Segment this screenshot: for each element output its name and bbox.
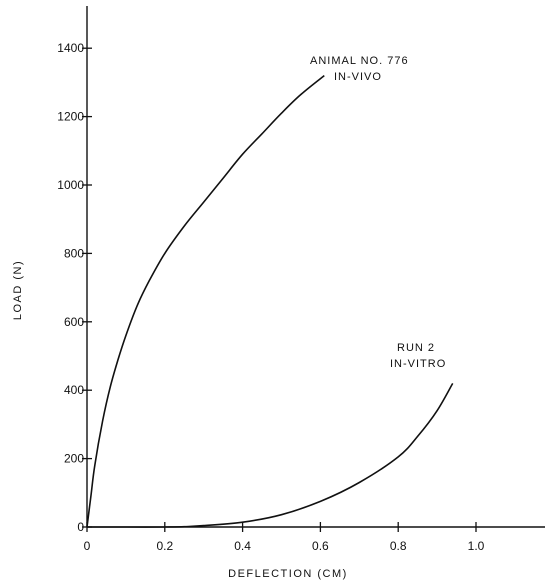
y-tick-label: 0: [77, 520, 84, 534]
x-axis-ticks: 00.20.40.60.81.01.2: [84, 522, 485, 553]
series-annotations: ANIMAL NO. 776 IN-VIVO RUN 2 IN-VITRO: [310, 55, 446, 370]
annotation-in-vitro: RUN 2: [397, 342, 435, 354]
x-tick-label: 0: [84, 539, 91, 553]
annotation-in-vitro: IN-VITRO: [390, 358, 446, 370]
x-tick-label: 0.8: [390, 539, 407, 553]
x-axis-label: DEFLECTION (CM): [228, 568, 348, 580]
x-tick-label: 0.6: [312, 539, 329, 553]
y-tick-label: 200: [64, 452, 84, 466]
x-tick-label: 1.0: [468, 539, 485, 553]
annotation-in-vivo: IN-VIVO: [334, 71, 382, 83]
x-tick-label: 0.2: [156, 539, 173, 553]
y-tick-label: 600: [64, 315, 84, 329]
y-tick-label: 1000: [57, 178, 84, 192]
y-tick-label: 400: [64, 383, 84, 397]
y-axis-label: LOAD (N): [12, 260, 24, 320]
y-tick-label: 1200: [57, 110, 84, 124]
axes: [86, 6, 545, 528]
series-line-in-vitro: [87, 382, 454, 528]
y-tick-label: 1400: [57, 41, 84, 55]
x-tick-label: 0.4: [234, 539, 251, 553]
y-axis-ticks: 0 200 400 600 800 1000 1200 1400: [57, 41, 92, 534]
series-lines: [86, 74, 454, 528]
series-line-in-vivo: [86, 74, 325, 528]
annotation-in-vivo: ANIMAL NO. 776: [310, 55, 409, 67]
y-tick-label: 800: [64, 246, 84, 260]
